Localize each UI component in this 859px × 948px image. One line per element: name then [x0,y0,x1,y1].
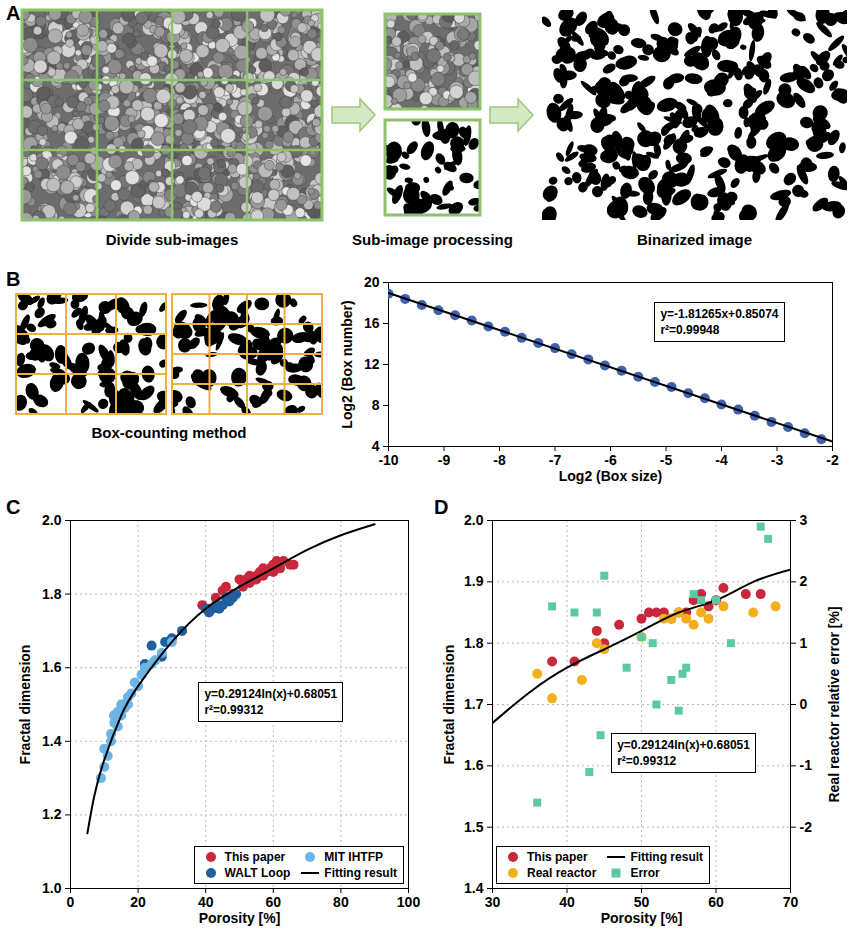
svg-text:1: 1 [800,635,808,651]
svg-text:1.8: 1.8 [464,635,484,651]
svg-text:-9: -9 [438,452,451,468]
svg-text:-4: -4 [715,452,728,468]
svg-text:40: 40 [198,894,214,910]
svg-text:-2: -2 [826,452,839,468]
svg-text:12: 12 [364,356,380,372]
svg-text:1.9: 1.9 [464,573,484,589]
svg-text:Sub-image processing: Sub-image processing [352,231,513,248]
svg-text:8: 8 [372,397,380,413]
html-text:This paper: This paper [224,850,286,864]
svg-text:3: 3 [800,512,808,528]
svg-text:-2: -2 [800,819,813,835]
html-text:r²=0.99948: r²=0.99948 [660,322,720,337]
html-text:y=0.29124ln(x)+0.68051: y=0.29124ln(x)+0.68051 [204,686,338,701]
html-text:C: C [6,496,21,518]
html-text:B: B [6,268,21,290]
svg-text:-3: -3 [771,452,784,468]
svg-text:50: 50 [634,894,650,910]
svg-text:-7: -7 [549,452,562,468]
svg-text:4: 4 [371,438,380,454]
svg-text:Porosity [%]: Porosity [%] [601,910,683,926]
html-text:A: A [6,2,21,24]
svg-text:Log2 (Box size): Log2 (Box size) [559,468,662,484]
svg-text:Fractal dimension: Fractal dimension [441,645,457,765]
svg-text:Divide sub-images: Divide sub-images [106,231,239,248]
html-text:Fitting result: Fitting result [324,866,397,880]
svg-text:70: 70 [783,894,799,910]
svg-text:Real reactor relative error [%: Real reactor relative error [%] [826,606,842,802]
html-text:Real reactor: Real reactor [527,866,597,880]
svg-text:1.5: 1.5 [464,819,484,835]
svg-text:2.0: 2.0 [42,512,62,528]
svg-text:2: 2 [800,573,808,589]
html-text:D: D [434,496,449,518]
svg-text:40: 40 [559,894,575,910]
svg-text:-5: -5 [660,452,673,468]
svg-text:2.0: 2.0 [464,512,484,528]
html-text:Fitting result: Fitting result [630,850,703,864]
svg-text:Binarized image: Binarized image [637,231,752,248]
svg-text:1.0: 1.0 [42,880,62,896]
svg-text:1.6: 1.6 [464,757,484,773]
svg-text:Porosity [%]: Porosity [%] [199,910,281,926]
html-text:y=0.29124ln(x)+0.68051: y=0.29124ln(x)+0.68051 [617,738,750,753]
html-text:r²=0.99312: r²=0.99312 [204,702,264,717]
svg-text:-6: -6 [604,452,617,468]
svg-text:-10: -10 [378,452,398,468]
svg-text:0: 0 [67,894,75,910]
svg-text:1.4: 1.4 [464,880,484,896]
svg-text:1.2: 1.2 [42,806,62,822]
svg-text:1.6: 1.6 [42,659,62,675]
html-text:This paper: This paper [527,850,588,864]
svg-text:100: 100 [397,894,421,910]
svg-text:60: 60 [266,894,282,910]
html-text:WALT Loop: WALT Loop [224,866,291,880]
svg-text:Fractal dimension: Fractal dimension [17,645,33,765]
svg-text:-1: -1 [800,757,813,773]
svg-text:16: 16 [364,315,380,331]
svg-text:20: 20 [130,894,146,910]
svg-text:-8: -8 [493,452,506,468]
svg-text:20: 20 [364,274,380,290]
svg-text:Box-counting method: Box-counting method [92,424,247,441]
html-text:r²=0.99312: r²=0.99312 [617,754,677,769]
svg-text:0: 0 [800,696,808,712]
svg-text:Log2 (Box number): Log2 (Box number) [339,300,355,428]
svg-text:60: 60 [708,894,724,910]
svg-text:30: 30 [485,894,501,910]
html-text:y=-1.81265x+0.85074: y=-1.81265x+0.85074 [660,306,779,321]
html-text:Error: Error [630,866,660,880]
svg-text:1.4: 1.4 [42,733,62,749]
svg-text:80: 80 [333,894,349,910]
svg-text:1.8: 1.8 [42,586,62,602]
html-text:MIT IHTFP: MIT IHTFP [324,850,383,864]
svg-text:1.7: 1.7 [464,696,484,712]
